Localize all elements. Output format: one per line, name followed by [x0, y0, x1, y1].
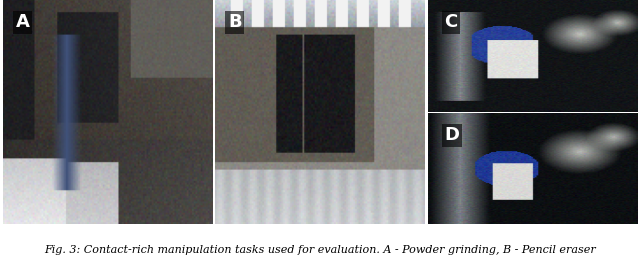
Text: Fig. 3: Contact-rich manipulation tasks used for evaluation. A - Powder grinding: Fig. 3: Contact-rich manipulation tasks … — [44, 245, 596, 255]
Text: A: A — [16, 13, 29, 31]
Text: C: C — [444, 13, 458, 31]
Text: B: B — [228, 13, 242, 31]
Text: D: D — [444, 126, 460, 144]
